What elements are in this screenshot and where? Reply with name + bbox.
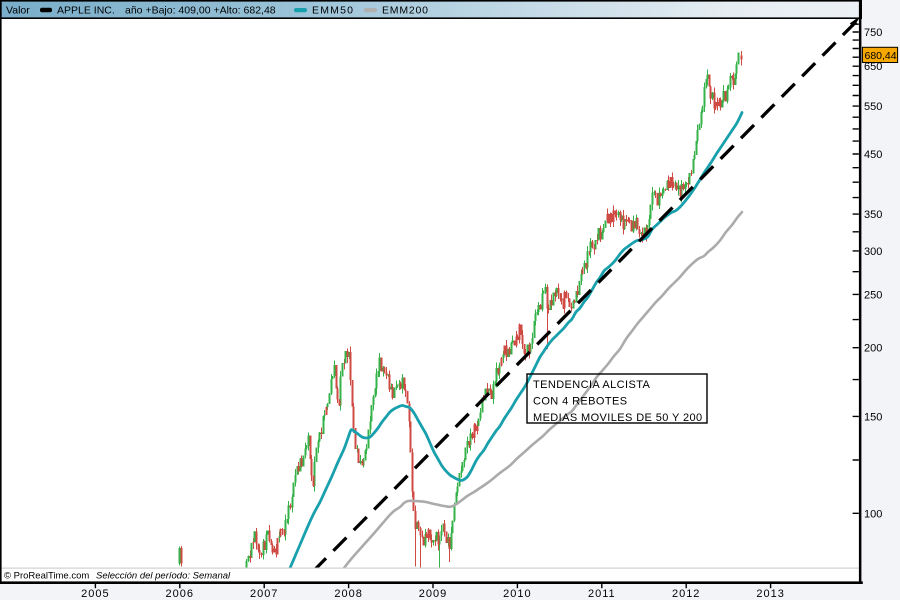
- svg-text:250: 250: [864, 289, 882, 301]
- svg-text:2013: 2013: [756, 588, 784, 600]
- svg-text:EMM50: EMM50: [312, 4, 354, 16]
- svg-text:680,44: 680,44: [865, 50, 897, 62]
- svg-text:CON 4 REBOTES: CON 4 REBOTES: [533, 396, 627, 408]
- svg-text:550: 550: [864, 101, 882, 113]
- svg-text:200: 200: [864, 343, 882, 355]
- svg-text:650: 650: [864, 61, 882, 73]
- svg-text:2009: 2009: [419, 588, 447, 600]
- svg-text:2011: 2011: [588, 588, 616, 600]
- svg-text:300: 300: [864, 246, 882, 258]
- svg-text:2012: 2012: [672, 588, 700, 600]
- svg-text:Selección del período: Semanal: Selección del período: Semanal: [96, 570, 231, 581]
- svg-text:750: 750: [864, 27, 882, 39]
- svg-text:2010: 2010: [503, 588, 531, 600]
- svg-text:2008: 2008: [334, 588, 362, 600]
- svg-text:año +Bajo: 409,00 +Alto: 682,4: año +Bajo: 409,00 +Alto: 682,48: [125, 4, 276, 16]
- svg-text:150: 150: [864, 411, 882, 423]
- svg-text:Valor: Valor: [6, 4, 30, 16]
- svg-text:2007: 2007: [250, 588, 278, 600]
- svg-text:450: 450: [864, 149, 882, 161]
- svg-text:© ProRealTime.com: © ProRealTime.com: [4, 570, 89, 581]
- svg-text:EMM200: EMM200: [382, 4, 429, 16]
- svg-text:350: 350: [864, 209, 882, 221]
- svg-text:2006: 2006: [166, 588, 194, 600]
- svg-text:MEDIAS MOVILES DE 50 Y 200: MEDIAS MOVILES DE 50 Y 200: [533, 412, 703, 424]
- svg-text:TENDENCIA ALCISTA: TENDENCIA ALCISTA: [533, 379, 650, 391]
- svg-text:100: 100: [864, 508, 882, 520]
- svg-text:2005: 2005: [81, 588, 109, 600]
- svg-text:APPLE INC.: APPLE INC.: [57, 4, 115, 16]
